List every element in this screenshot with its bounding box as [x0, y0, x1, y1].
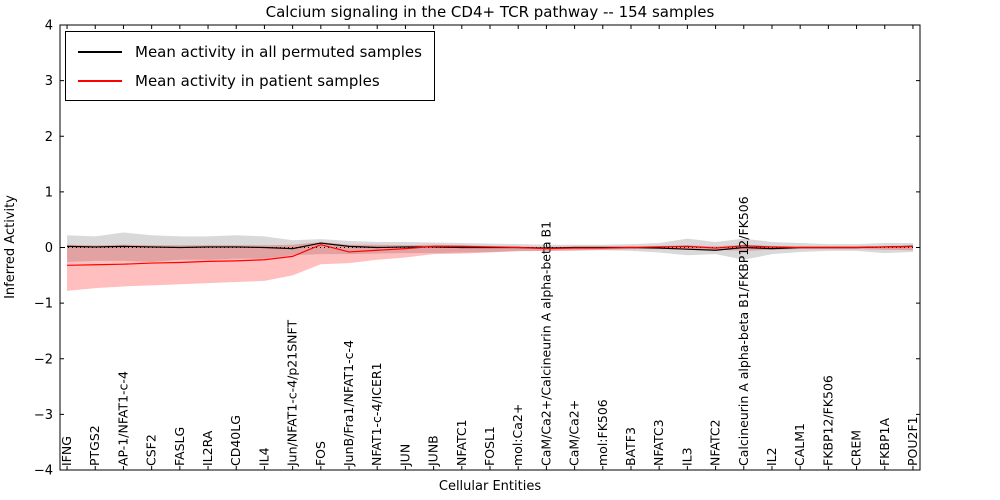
x-tick-label: IL4 — [256, 447, 271, 466]
patient-mean-line — [67, 244, 913, 266]
x-tick-label: CSF2 — [144, 434, 159, 466]
y-tick-label: 4 — [45, 19, 53, 34]
legend-item-permuted: Mean activity in all permuted samples — [78, 39, 422, 64]
y-tick-label: 3 — [45, 74, 53, 89]
y-axis-label: Inferred Activity — [3, 195, 18, 299]
x-tick-label: CALM1 — [792, 423, 807, 466]
x-tick-label: IL2RA — [200, 430, 215, 466]
x-tick-label: Jun/NFAT1-c-4/p21SNFT — [285, 320, 300, 467]
x-tick-label: JunB/Fra1/NFAT1-c-4 — [341, 340, 356, 467]
x-tick-label: CaM/Ca2+/Calcineurin A alpha-beta B1 — [538, 221, 553, 466]
y-tick-label: −4 — [34, 464, 53, 479]
x-tick-label: mol:FK506 — [595, 399, 610, 466]
y-tick-label: 2 — [45, 130, 53, 145]
legend-label: Mean activity in patient samples — [135, 71, 380, 90]
x-tick-label: mol:Ca2+ — [510, 404, 525, 466]
y-tick-label: 1 — [45, 185, 53, 200]
x-tick-label: FKBP12/FK506 — [820, 375, 835, 466]
x-tick-label: NFATC2 — [708, 419, 723, 466]
x-tick-label: CD40LG — [228, 415, 243, 466]
x-tick-label: PTGS2 — [87, 425, 102, 466]
x-tick-label: CaM/Ca2+ — [567, 400, 582, 466]
y-tick-label: −1 — [34, 297, 53, 312]
legend-item-patient: Mean activity in patient samples — [78, 68, 422, 93]
x-tick-label: IFNG — [59, 436, 74, 466]
x-tick-label: POU2F1 — [905, 416, 920, 466]
x-tick-label: FOSL1 — [482, 426, 497, 466]
patient-confidence-band — [67, 241, 913, 291]
x-tick-label: FKBP1A — [877, 418, 892, 466]
x-tick-label: NFAT1-c-4/ICER1 — [369, 362, 384, 466]
chart-title: Calcium signaling in the CD4+ TCR pathwa… — [266, 3, 715, 21]
x-tick-label: Calcineurin A alpha-beta B1/FKBP12/FK506 — [736, 196, 751, 466]
x-tick-label: IL2 — [764, 447, 779, 466]
y-tick-label: −3 — [34, 408, 53, 423]
x-tick-label: NFATC1 — [454, 419, 469, 466]
x-tick-label: JUN — [397, 444, 412, 467]
legend-line-sample — [78, 79, 122, 82]
x-tick-label: NFATC3 — [651, 419, 666, 466]
x-tick-label: AP-1/NFAT1-c-4 — [115, 371, 130, 466]
x-tick-label: IL3 — [679, 447, 694, 466]
x-tick-label: FOS — [313, 441, 328, 466]
y-tick-label: −2 — [34, 352, 53, 367]
x-tick-label: CREM — [849, 430, 864, 466]
legend-line-sample — [78, 50, 122, 53]
x-tick-label: JUNB — [426, 435, 441, 467]
legend-label: Mean activity in all permuted samples — [135, 42, 422, 61]
x-tick-label: FASLG — [172, 427, 187, 466]
legend: Mean activity in all permuted samples Mea… — [65, 31, 435, 101]
x-axis-label: Cellular Entities — [439, 479, 541, 494]
x-tick-label: BATF3 — [623, 427, 638, 466]
y-tick-label: 0 — [45, 241, 53, 256]
chart-generated-layer: −4 −3 −2 −1 0 1 2 3 4 IFNG PTGS2 AP-1/NFAT1-c-4 CSF2… — [34, 19, 921, 479]
